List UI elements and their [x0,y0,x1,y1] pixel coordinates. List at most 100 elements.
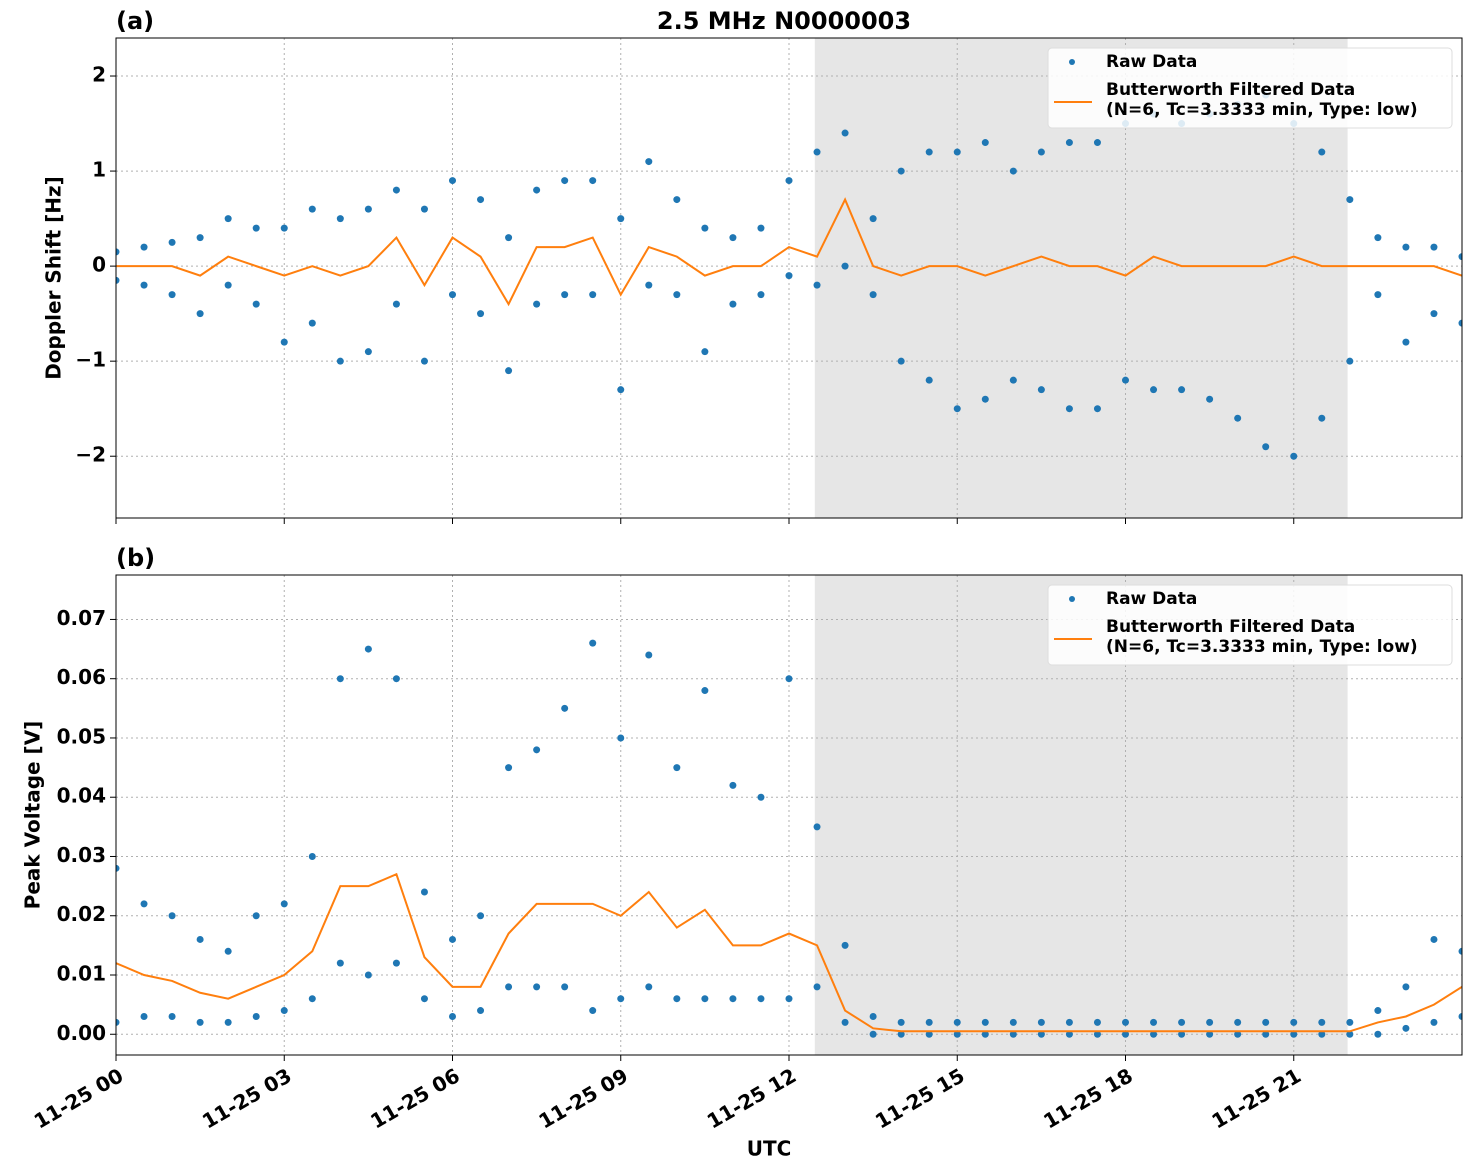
legend-label: Raw Data [1106,589,1197,609]
panel-label: (a) [116,7,154,35]
raw-point [1290,452,1298,460]
raw-point [140,900,148,908]
raw-point [757,224,765,232]
raw-point [1150,1030,1158,1038]
x-tick-label: 11-25 15 [871,1063,969,1133]
legend-label: Butterworth Filtered Data [1106,617,1355,637]
raw-point [1262,1030,1270,1038]
raw-point [1009,376,1017,384]
raw-point [449,291,456,299]
raw-point [1093,139,1101,147]
raw-point [224,1018,232,1026]
raw-point [477,912,485,920]
raw-point [1093,1018,1101,1026]
raw-point [1122,1030,1129,1038]
raw-point [533,300,541,308]
raw-point [477,1007,485,1015]
raw-point [140,281,148,289]
raw-point [1262,1018,1270,1026]
raw-point [1009,167,1017,175]
raw-point [813,983,821,991]
raw-point [673,196,681,204]
plot-area [116,91,1462,460]
raw-point [1122,376,1129,384]
raw-point [140,1012,148,1020]
legend-label: Raw Data [1106,52,1197,72]
raw-point [1346,357,1354,365]
raw-point [561,291,569,299]
raw-point [1458,1012,1462,1020]
y-tick-label: 0.03 [57,843,106,867]
x-tick-label: 11-25 12 [703,1063,801,1133]
raw-point [617,995,625,1003]
raw-point [1374,234,1382,242]
raw-point [392,186,400,194]
raw-point [701,348,709,356]
raw-point [140,243,148,251]
raw-point [1065,405,1073,413]
x-tick-label: 11-25 18 [1039,1063,1137,1133]
legend-box [1047,584,1453,666]
raw-point [224,947,232,955]
raw-point [196,234,204,242]
raw-point [308,852,316,860]
raw-point [841,941,849,949]
raw-point [505,234,513,242]
raw-point [729,995,737,1003]
raw-point [1206,1030,1214,1038]
raw-point [533,746,541,754]
raw-point [1234,414,1242,422]
y-axis-label: Doppler Shift [Hz] [42,176,66,380]
raw-point [336,959,344,967]
raw-point [1122,1018,1129,1026]
raw-point [477,196,485,204]
raw-point [589,291,597,299]
raw-point [953,1030,961,1038]
raw-point [308,205,316,213]
raw-point [729,300,737,308]
raw-point [617,215,625,223]
raw-point [701,687,709,695]
y-tick-label: −2 [75,443,106,467]
y-axis-label: Peak Voltage [V] [21,721,45,910]
raw-point [533,186,541,194]
raw-point [813,148,821,156]
raw-point [673,291,681,299]
raw-point [280,1007,288,1015]
raw-point [897,1030,905,1038]
raw-point [505,983,513,991]
legend-label: Butterworth Filtered Data [1106,80,1355,100]
raw-point [196,310,204,318]
raw-point [897,167,905,175]
raw-point [168,291,176,299]
raw-point [617,386,625,394]
raw-point [1178,1030,1186,1038]
raw-point [785,995,793,1003]
raw-point [645,983,653,991]
raw-point [1374,291,1382,299]
raw-point [196,935,204,943]
raw-point [364,348,372,356]
raw-point [116,1018,120,1026]
raw-point [1458,947,1462,955]
raw-point [589,639,597,647]
raw-point [813,823,821,831]
raw-point [392,675,400,683]
raw-point [1065,139,1073,147]
raw-point [252,300,260,308]
raw-point [869,1012,877,1020]
y-tick-label: 0.05 [57,724,106,748]
x-tick-label: 11-25 09 [534,1063,632,1133]
raw-point [925,1018,933,1026]
raw-point [392,959,400,967]
raw-point [869,1030,877,1038]
raw-point [420,888,428,896]
raw-point [1402,243,1410,251]
raw-point [1458,253,1462,261]
filtered-line [116,197,1462,307]
raw-point [869,215,877,223]
raw-point [897,1018,905,1026]
raw-point [224,215,232,223]
raw-point [280,338,288,346]
